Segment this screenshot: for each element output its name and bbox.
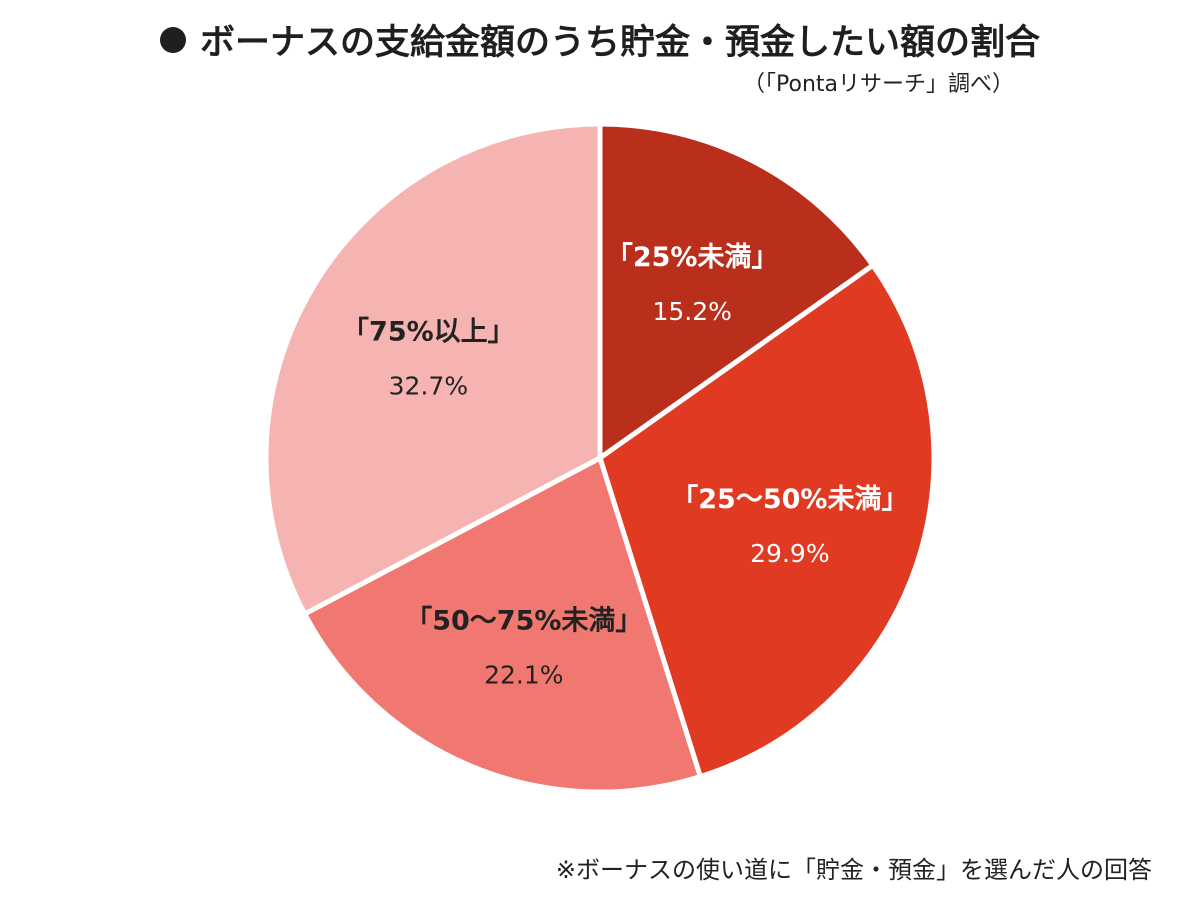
slice-value-3: 22.1% bbox=[484, 660, 563, 689]
source-note: （「Pontaリサーチ」調べ） bbox=[743, 72, 1014, 97]
chart-title: ボーナスの支給金額のうち貯金・預金したい額の割合 bbox=[0, 14, 1200, 65]
pie-labels: 「25%未満」 15.2% 「25～50%未満」 29.9% 「50～75%未満」 22.… bbox=[342, 241, 908, 689]
title-bullet-icon bbox=[159, 27, 186, 53]
pie-slice-2 bbox=[597, 262, 937, 780]
slice-label-4: 「75%以上」 bbox=[342, 316, 515, 348]
slice-value-4: 32.7% bbox=[389, 372, 468, 401]
slice-label-1: 「25%未満」 bbox=[606, 241, 779, 273]
pie-slices bbox=[263, 121, 937, 795]
slice-label-2: 「25～50%未満」 bbox=[671, 483, 908, 515]
slice-value-2: 29.9% bbox=[750, 539, 829, 568]
pie-slice-4 bbox=[263, 121, 603, 617]
chart-title-text: ボーナスの支給金額のうち貯金・預金したい額の割合 bbox=[199, 23, 1040, 63]
slice-label-3: 「50～75%未満」 bbox=[405, 604, 642, 636]
pie-slice-1 bbox=[597, 121, 876, 461]
pie-slice-3 bbox=[302, 455, 703, 795]
slice-value-1: 15.2% bbox=[652, 297, 731, 326]
footnote: ※ボーナスの使い道に「貯金・預金」を選んだ人の回答 bbox=[555, 856, 1152, 884]
